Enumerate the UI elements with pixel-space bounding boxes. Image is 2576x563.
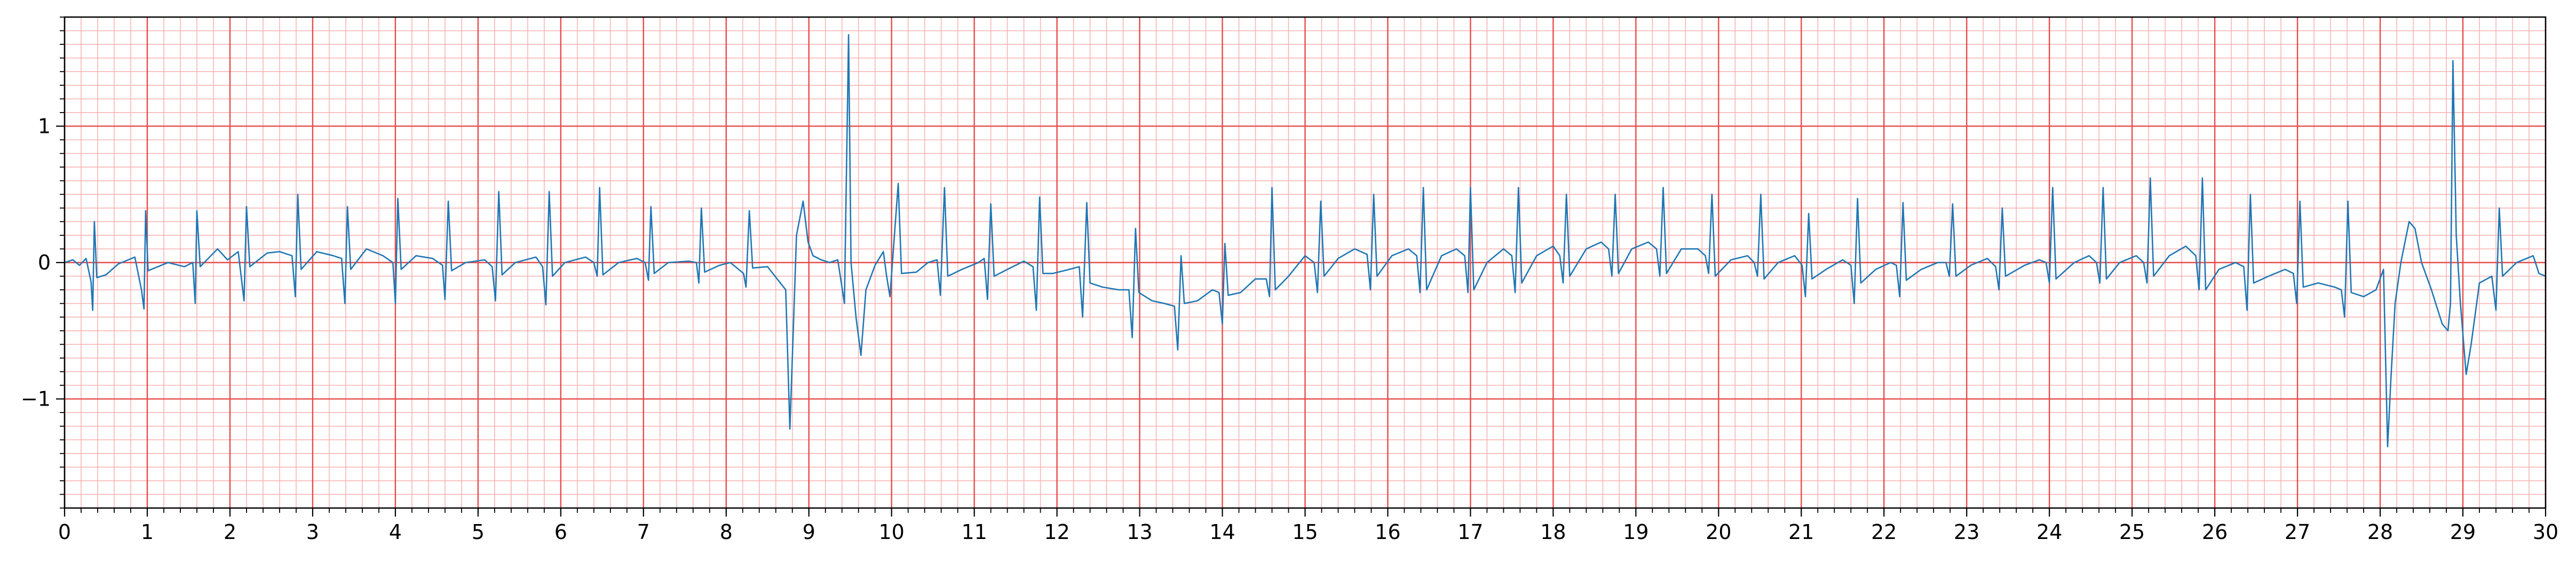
x-tick-label: 15: [1292, 520, 1318, 544]
x-tick-label: 17: [1457, 520, 1483, 544]
x-tick-label: 4: [389, 520, 402, 544]
x-tick-label: 7: [637, 520, 650, 544]
x-tick-label: 19: [1623, 520, 1648, 544]
series-line: [64, 34, 2546, 448]
y-tick-label: −1: [21, 387, 51, 411]
x-tick-label: 25: [2119, 520, 2145, 544]
x-tick-label: 8: [720, 520, 733, 544]
y-axis-ticks: −1 0 1: [21, 17, 65, 509]
x-tick-label: 23: [1954, 520, 1979, 544]
x-tick-label: 13: [1127, 520, 1152, 544]
major-grid: [64, 17, 2547, 508]
x-tick-label: 2: [224, 520, 236, 544]
x-axis-ticks: 0 1 2 3 4 5 6 7 8 9 10 11 12 13 14 15 16 17 18 19 20 21 22 23 24…: [58, 508, 2558, 544]
x-tick-label: 14: [1209, 520, 1235, 544]
x-tick-label: 18: [1540, 520, 1566, 544]
x-tick-label: 1: [141, 520, 154, 544]
x-tick-label: 28: [2367, 520, 2393, 544]
x-tick-label: 3: [306, 520, 319, 544]
x-tick-label: 26: [2202, 520, 2228, 544]
x-tick-label: 0: [58, 520, 71, 544]
x-tick-label: 6: [554, 520, 567, 544]
x-tick-label: 27: [2285, 520, 2310, 544]
ecg-trace: [64, 34, 2546, 448]
y-tick-label: 0: [38, 251, 51, 274]
y-tick-label: 1: [38, 114, 51, 138]
x-tick-label: 11: [961, 520, 987, 544]
x-tick-label: 16: [1375, 520, 1400, 544]
x-tick-label: 21: [1788, 520, 1814, 544]
x-tick-label: 29: [2450, 520, 2476, 544]
x-tick-label: 5: [472, 520, 485, 544]
x-tick-label: 20: [1706, 520, 1731, 544]
x-tick-label: 9: [803, 520, 815, 544]
x-tick-label: 24: [2036, 520, 2062, 544]
x-tick-label: 10: [878, 520, 904, 544]
x-tick-label: 30: [2533, 520, 2558, 544]
x-tick-label: 22: [1871, 520, 1897, 544]
x-tick-label: 12: [1044, 520, 1069, 544]
